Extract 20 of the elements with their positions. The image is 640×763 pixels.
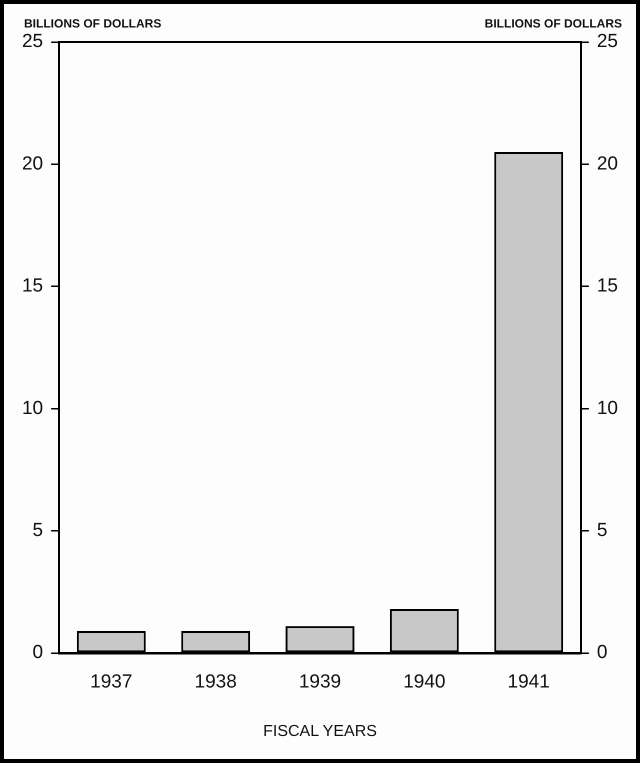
y-tick-label: 10: [22, 398, 44, 419]
x-tick-label: 1940: [403, 672, 446, 693]
x-axis-title: FISCAL YEARS: [263, 722, 377, 740]
y-tick-label: 20: [22, 153, 44, 174]
x-tick-label: 1938: [194, 672, 237, 693]
y2-tick-label: 20: [596, 153, 618, 174]
y-axis-title: BILLIONS OF DOLLARS: [24, 16, 162, 30]
y-tick-label: 5: [32, 520, 44, 542]
y-tick-label: 0: [32, 642, 44, 664]
y2-axis-title: BILLIONS OF DOLLARS: [484, 16, 622, 30]
y-tick-label: 15: [22, 276, 44, 297]
y2-tick-label: 10: [596, 398, 618, 419]
x-tick-label: 1937: [90, 672, 132, 693]
x-tick-label: 1941: [508, 672, 550, 693]
y2-tick-label: 5: [596, 520, 608, 542]
y2-tick-label: 15: [596, 276, 618, 297]
y-tick-label: 25: [22, 31, 44, 52]
y2-tick-label: 0: [596, 642, 608, 664]
y2-tick-label: 25: [596, 31, 618, 52]
x-tick-label: 1939: [298, 672, 342, 693]
